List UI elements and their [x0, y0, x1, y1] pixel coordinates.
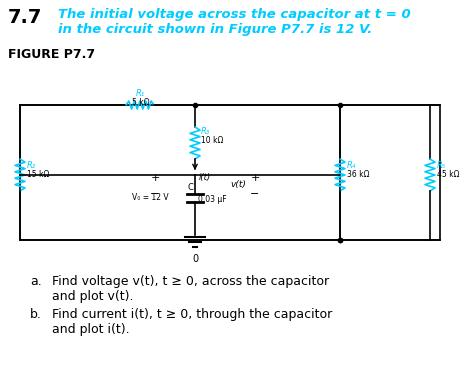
Text: 10 kΩ: 10 kΩ: [201, 136, 223, 145]
Text: 36 kΩ: 36 kΩ: [347, 170, 370, 179]
Text: 15 kΩ: 15 kΩ: [27, 170, 49, 179]
Text: 5 kΩ: 5 kΩ: [132, 98, 150, 107]
Text: +: +: [250, 173, 260, 183]
Text: V₀ = 12 V: V₀ = 12 V: [132, 193, 169, 202]
Text: b.: b.: [30, 308, 42, 321]
Text: FIGURE P7.7: FIGURE P7.7: [8, 48, 95, 61]
Text: −: −: [250, 189, 260, 199]
Text: The initial voltage across the capacitor at t = 0: The initial voltage across the capacitor…: [58, 8, 411, 21]
Text: R₃: R₃: [201, 127, 210, 136]
Text: and plot i(t).: and plot i(t).: [52, 323, 129, 336]
Text: v(t): v(t): [230, 180, 246, 189]
Text: −: −: [150, 189, 160, 199]
Text: and plot v(t).: and plot v(t).: [52, 290, 134, 303]
Text: i(t): i(t): [199, 173, 211, 182]
Text: Find current i(t), t ≥ 0, through the capacitor: Find current i(t), t ≥ 0, through the ca…: [52, 308, 332, 321]
Text: R₁: R₁: [136, 89, 145, 98]
Text: Find voltage v(t), t ≥ 0, across the capacitor: Find voltage v(t), t ≥ 0, across the cap…: [52, 275, 329, 288]
Text: 7.7: 7.7: [8, 8, 42, 27]
Text: 0: 0: [192, 254, 198, 264]
Text: C: C: [187, 183, 193, 191]
Text: +: +: [150, 173, 160, 183]
Text: a.: a.: [30, 275, 42, 288]
Text: R₄: R₄: [347, 161, 356, 170]
Text: R₂: R₂: [27, 161, 36, 170]
Text: in the circuit shown in Figure P7.7 is 12 V.: in the circuit shown in Figure P7.7 is 1…: [58, 23, 372, 36]
Text: R₅: R₅: [437, 161, 446, 170]
Bar: [20, 105, 440, 240]
Text: 45 kΩ: 45 kΩ: [437, 170, 459, 179]
Text: 0.03 μF: 0.03 μF: [198, 196, 227, 205]
